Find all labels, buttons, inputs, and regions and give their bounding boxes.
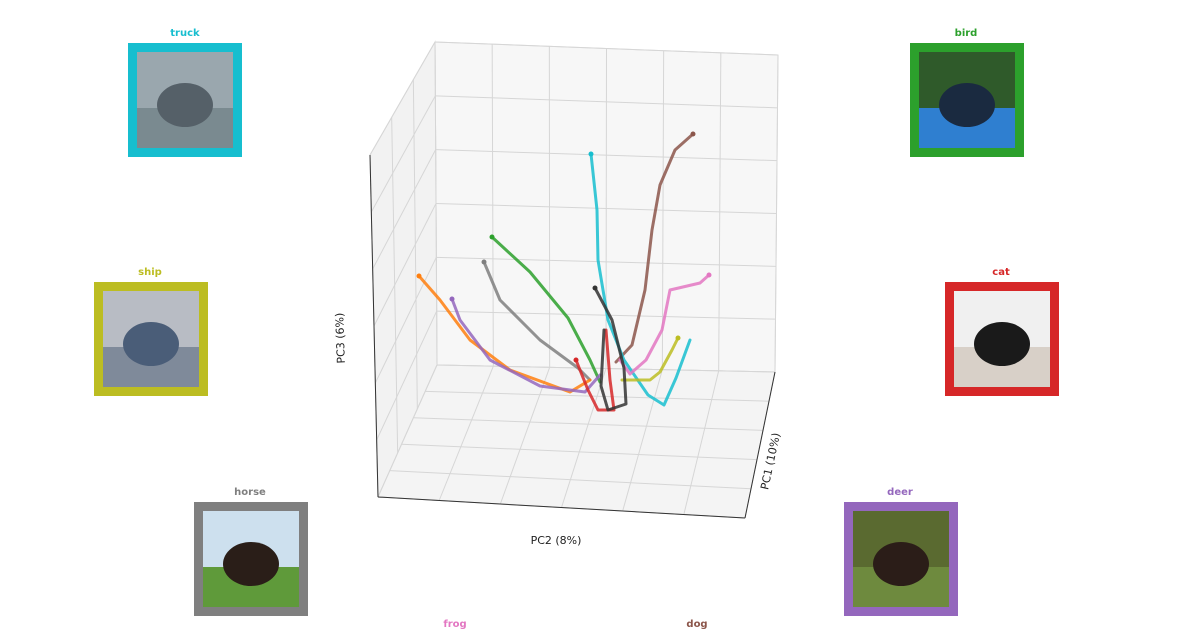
panel-label: truck xyxy=(170,28,200,39)
panel-label: dog xyxy=(686,619,707,630)
image-subject xyxy=(123,322,179,366)
image-subject xyxy=(873,542,929,586)
trajectory xyxy=(490,235,602,384)
trajectory xyxy=(614,132,695,364)
grid-line xyxy=(372,149,437,270)
trajectory xyxy=(574,328,616,412)
z-axis-label: PC3 (6%) xyxy=(333,312,348,363)
start-marker xyxy=(449,296,455,302)
grid-line xyxy=(622,369,663,512)
grid-line xyxy=(683,370,720,515)
trajectories xyxy=(417,132,711,412)
axis-line xyxy=(744,371,776,519)
x-axis-label: PC2 (8%) xyxy=(531,534,582,547)
grid-line xyxy=(435,95,778,109)
start-marker xyxy=(489,234,495,240)
image-subject xyxy=(157,83,213,127)
grid-line xyxy=(389,470,752,490)
trajectory xyxy=(618,273,711,376)
grid-line xyxy=(401,443,758,461)
grid-line xyxy=(438,365,494,501)
grid-line xyxy=(376,310,438,441)
start-marker xyxy=(690,131,696,137)
grid-line xyxy=(370,95,436,213)
grid-line xyxy=(436,256,777,267)
start-marker xyxy=(481,259,487,265)
grid-line xyxy=(434,41,779,56)
grid-line xyxy=(435,203,777,214)
grid-line xyxy=(413,417,764,431)
trajectory xyxy=(589,152,692,407)
panel-label: deer xyxy=(887,487,913,498)
axes-box xyxy=(369,40,779,519)
start-markers xyxy=(416,131,712,363)
grid-line xyxy=(374,257,437,384)
start-marker xyxy=(416,273,422,279)
panel-label: ship xyxy=(138,267,162,278)
grid-line xyxy=(436,364,776,373)
y-axis-label: PC1 (10%) xyxy=(758,432,783,491)
grid-line xyxy=(435,149,778,162)
panel-label: frog xyxy=(443,619,466,630)
start-marker xyxy=(588,151,594,157)
grid-line xyxy=(369,41,436,156)
grid-line xyxy=(425,390,770,402)
start-marker xyxy=(573,357,579,363)
start-marker xyxy=(706,272,712,278)
panel-label: cat xyxy=(992,267,1010,278)
image-panels: truck bird ship cat horse deer frog dog xyxy=(94,28,1059,630)
grid-line xyxy=(373,203,437,327)
trajectory xyxy=(593,286,628,412)
start-marker xyxy=(592,285,598,291)
start-marker xyxy=(675,335,681,341)
image-subject xyxy=(223,542,279,586)
image-subject xyxy=(974,322,1030,366)
panel-label: bird xyxy=(955,28,978,39)
axis-line xyxy=(369,154,379,498)
grid-line xyxy=(561,368,607,508)
image-subject xyxy=(939,83,995,127)
axis-line xyxy=(377,496,746,519)
grid-line xyxy=(499,367,551,505)
grid-line xyxy=(377,364,438,498)
panel-label: horse xyxy=(234,487,266,498)
trajectory xyxy=(620,336,680,382)
